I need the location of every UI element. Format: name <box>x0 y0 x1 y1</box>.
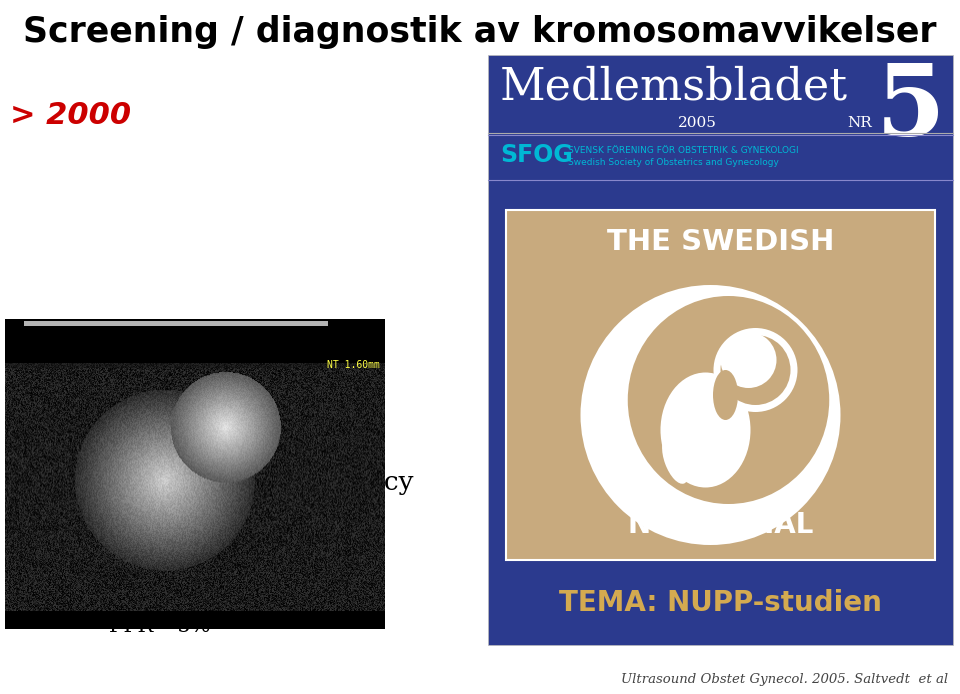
Circle shape <box>713 328 798 412</box>
Text: FPR ≈5%: FPR ≈5% <box>109 617 210 636</box>
Circle shape <box>721 335 790 405</box>
Text: Medlemsbladet: Medlemsbladet <box>500 65 848 108</box>
Text: Ultrasound Obstet Gynecol. 2005. Saltvedt  et al: Ultrasound Obstet Gynecol. 2005. Saltved… <box>621 673 948 686</box>
Text: Spencer, Ultrasound Obstet Gynecol. 1999: Spencer, Ultrasound Obstet Gynecol. 1999 <box>5 395 353 412</box>
Text: 5: 5 <box>876 60 945 157</box>
Text: •: • <box>15 440 34 471</box>
Bar <box>488 55 953 645</box>
Text: Screening / diagnostik av kromosomavvikelser: Screening / diagnostik av kromosomavvike… <box>23 15 937 49</box>
Text: NUPP TRIAL: NUPP TRIAL <box>628 511 813 539</box>
Text: trim (11-13): trim (11-13) <box>223 435 300 448</box>
Ellipse shape <box>581 285 841 545</box>
Text: •: • <box>15 500 34 531</box>
Text: TEMA: NUPP-studien: TEMA: NUPP-studien <box>559 589 882 617</box>
Text: DR 85-90%: DR 85-90% <box>38 555 202 580</box>
Ellipse shape <box>713 370 738 420</box>
Text: SFOG: SFOG <box>500 143 573 167</box>
Text: Combined test 1: Combined test 1 <box>38 440 257 465</box>
Text: Swedish Society of Obstetrics and Gynecology: Swedish Society of Obstetrics and Gyneco… <box>568 158 779 167</box>
Ellipse shape <box>662 437 689 484</box>
Ellipse shape <box>673 385 732 465</box>
Text: NT 1.60mm: NT 1.60mm <box>327 360 380 370</box>
Text: age + nuchal translucency: age + nuchal translucency <box>56 470 414 495</box>
Circle shape <box>721 332 777 388</box>
Ellipse shape <box>628 296 829 504</box>
Text: NR: NR <box>848 116 873 130</box>
Text: THE SWEDISH: THE SWEDISH <box>607 228 834 256</box>
Text: •: • <box>15 555 34 586</box>
Text: +βHCG and PAPP-A: +βHCG and PAPP-A <box>38 500 302 525</box>
Text: > 2000: > 2000 <box>10 101 132 130</box>
Bar <box>506 210 935 560</box>
Text: 2005: 2005 <box>678 116 717 130</box>
Text: SVENSK FÖRENING FÖR OBSTETRIK & GYNEKOLOGI: SVENSK FÖRENING FÖR OBSTETRIK & GYNEKOLO… <box>568 146 799 155</box>
Text: trisomi 21: trisomi 21 <box>190 555 335 580</box>
Ellipse shape <box>660 373 751 487</box>
